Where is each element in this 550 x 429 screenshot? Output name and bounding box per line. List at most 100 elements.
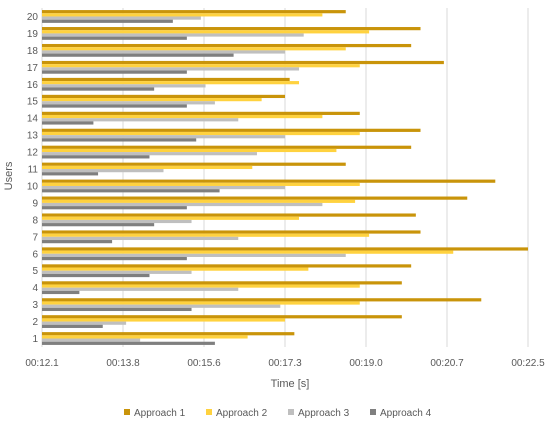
y-tick-label: 13: [27, 131, 39, 142]
y-tick-label: 5: [32, 266, 38, 277]
y-tick-label: 15: [27, 97, 39, 108]
y-tick-label: 6: [32, 249, 38, 260]
bar-approach-2-user-9: [42, 199, 356, 203]
y-tick-label: 17: [27, 63, 39, 74]
bar-approach-4-user-12: [42, 155, 150, 159]
x-tick-label: 00:12.1: [25, 358, 59, 369]
bar-approach-3-user-13: [42, 135, 285, 139]
bar-approach-4-user-17: [42, 70, 187, 74]
bar-approach-2-user-6: [42, 250, 454, 254]
bar-approach-2-user-15: [42, 98, 262, 102]
bar-approach-3-user-9: [42, 202, 323, 207]
y-tick-label: 11: [28, 165, 39, 176]
gridlines: [41, 8, 529, 347]
y-tick-label: 7: [32, 232, 38, 243]
bar-approach-2-user-2: [42, 318, 285, 322]
bar-approach-3-user-7: [42, 236, 239, 241]
y-tick-label: 10: [27, 181, 39, 192]
bar-approach-3-user-15: [42, 101, 215, 105]
x-tick-labels: 00:12.1 00:13.8 00:15.6 00:17.3 00:19.0 00:20…: [25, 358, 545, 369]
bar-approach-1-user-17: [42, 60, 444, 65]
legend-swatch: [288, 409, 294, 415]
bar-approach-4-user-20: [42, 19, 173, 23]
bar-approach-2-user-19: [42, 30, 370, 34]
bar-approach-1-user-19: [42, 27, 421, 31]
bar-approach-2-user-5: [42, 267, 309, 271]
y-tick-label: 14: [27, 114, 39, 125]
bar-approach-4-user-15: [42, 104, 187, 108]
y-tick-label: 3: [32, 300, 38, 311]
bar-approach-3-user-20: [42, 16, 201, 20]
bar-approach-4-user-13: [42, 138, 197, 142]
bar-approach-4-user-14: [42, 121, 94, 125]
bar-approach-1-user-7: [42, 230, 421, 234]
bar-approach-4-user-1: [42, 341, 215, 345]
bar-approach-3-user-8: [42, 219, 192, 224]
bar-approach-3-user-10: [42, 185, 285, 190]
bar-approach-3-user-6: [42, 253, 346, 257]
legend-label: Approach 2: [216, 408, 268, 419]
y-tick-label: 1: [32, 334, 38, 345]
x-tick-label: 00:19.0: [349, 358, 383, 369]
bar-approach-2-user-18: [42, 47, 346, 51]
y-tick-label: 19: [27, 29, 39, 40]
bar-approach-2-user-20: [42, 13, 323, 17]
bar-approach-4-user-16: [42, 87, 155, 91]
bar-approach-1-user-3: [42, 298, 482, 302]
bar-approach-3-user-11: [42, 169, 164, 173]
bar-approach-2-user-13: [42, 131, 360, 136]
bar-approach-1-user-15: [42, 94, 285, 99]
bar-approach-1-user-1: [42, 332, 295, 336]
bar-approach-3-user-4: [42, 287, 239, 291]
bar-approach-2-user-7: [42, 233, 370, 237]
bar-approach-3-user-19: [42, 33, 304, 37]
bar-approach-1-user-12: [42, 145, 412, 149]
legend-label: Approach 3: [298, 408, 350, 419]
legend-swatch: [206, 409, 212, 415]
y-tick-label: 16: [27, 80, 39, 91]
legend-swatch: [370, 409, 376, 415]
bar-approach-4-user-7: [42, 240, 113, 244]
bar-approach-4-user-10: [42, 189, 220, 193]
y-axis-label: Users: [3, 161, 15, 190]
bar-approach-1-user-2: [42, 315, 402, 319]
y-tick-label: 12: [27, 148, 39, 159]
bar-approach-2-user-1: [42, 335, 248, 339]
bar-approach-2-user-17: [42, 64, 360, 68]
bar-approach-4-user-3: [42, 307, 192, 312]
legend: Approach 1 Approach 2 Approach 3 Approach 4: [124, 408, 432, 419]
y-tick-label: 18: [27, 46, 39, 57]
bar-approach-4-user-2: [42, 324, 103, 328]
bar-approach-3-user-16: [42, 84, 206, 88]
x-tick-label: 00:17.3: [268, 358, 302, 369]
legend-swatch: [124, 409, 130, 415]
y-tick-label: 8: [32, 215, 38, 226]
bar-approach-3-user-18: [42, 50, 285, 54]
bar-approach-1-user-20: [42, 10, 346, 14]
bar-approach-4-user-19: [42, 36, 187, 40]
legend-label: Approach 1: [134, 408, 186, 419]
x-tick-label: 00:13.8: [106, 358, 140, 369]
y-tick-label: 4: [32, 283, 38, 294]
bars: [42, 10, 528, 345]
bar-approach-4-user-5: [42, 273, 150, 278]
legend-label: Approach 4: [380, 408, 432, 419]
bar-approach-2-user-4: [42, 284, 360, 288]
bar-approach-2-user-12: [42, 148, 337, 153]
bar-approach-4-user-18: [42, 53, 234, 57]
bar-approach-1-user-11: [42, 162, 346, 166]
bar-approach-2-user-11: [42, 165, 253, 170]
bar-approach-1-user-6: [42, 247, 528, 251]
bar-approach-2-user-16: [42, 81, 300, 85]
bar-approach-3-user-5: [42, 270, 192, 274]
bar-approach-4-user-9: [42, 206, 187, 210]
x-tick-label: 00:15.6: [187, 358, 221, 369]
bar-approach-1-user-16: [42, 77, 290, 82]
bar-approach-3-user-2: [42, 321, 127, 325]
bar-approach-1-user-18: [42, 43, 412, 48]
bar-approach-4-user-11: [42, 172, 99, 176]
y-tick-label: 9: [32, 198, 38, 209]
bar-approach-3-user-12: [42, 152, 257, 156]
